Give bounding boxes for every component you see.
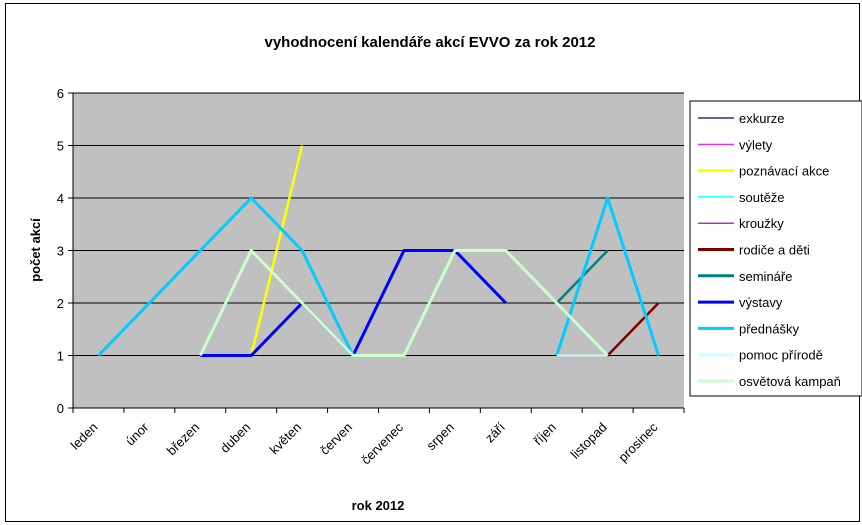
legend: exkurze výlety poznávací akce soutěže kroužk… [698, 111, 841, 389]
x-tick-label: červen [317, 420, 355, 458]
x-tick-label: leden [67, 420, 100, 453]
x-tick-label: prosinec [615, 419, 661, 465]
x-axis-ticks: leden únor březen duben květen červen červenec… [67, 408, 685, 467]
legend-label: rodiče a děti [739, 243, 810, 258]
x-axis-title: rok 2012 [352, 498, 405, 513]
x-tick-label: listopad [567, 420, 609, 462]
y-tick-label: 6 [57, 86, 64, 101]
series-line [198, 249, 609, 357]
y-tick-label: 1 [57, 349, 64, 364]
y-tick-label: 2 [57, 296, 64, 311]
legend-label: semináře [739, 269, 792, 284]
y-tick-label: 0 [57, 401, 64, 416]
series-lines [97, 145, 660, 357]
series-line [249, 145, 304, 356]
x-tick-label: únor [122, 419, 151, 448]
chart-title: vyhodnocení kalendáře akcí EVVO za rok 2… [265, 34, 596, 51]
legend-label: přednášky [739, 321, 799, 336]
x-tick-label: červenec [358, 419, 406, 467]
y-axis-title: počet akcí [28, 218, 43, 282]
legend-label: výstavy [739, 295, 783, 310]
x-tick-label: srpen [423, 420, 457, 454]
legend-label: exkurze [739, 111, 785, 126]
legend-label: pomoc přírodě [739, 348, 823, 363]
x-tick-label: duben [217, 420, 253, 456]
y-tick-label: 4 [57, 191, 64, 206]
legend-label: poznávací akce [739, 164, 829, 179]
legend-label: kroužky [739, 216, 784, 231]
series-line [555, 196, 660, 356]
y-axis-ticks: 0 1 2 3 4 5 6 [57, 86, 73, 416]
series-line [97, 196, 355, 357]
y-tick-label: 3 [57, 244, 64, 259]
x-tick-label: březen [164, 420, 203, 459]
legend-label: osvětová kampaň [739, 374, 841, 389]
x-tick-label: říjen [530, 420, 558, 448]
x-tick-label: květen [267, 420, 305, 458]
legend-label: soutěže [739, 190, 785, 205]
legend-label: výlety [739, 137, 773, 152]
y-tick-label: 5 [57, 139, 64, 154]
x-tick-label: září [482, 419, 508, 445]
